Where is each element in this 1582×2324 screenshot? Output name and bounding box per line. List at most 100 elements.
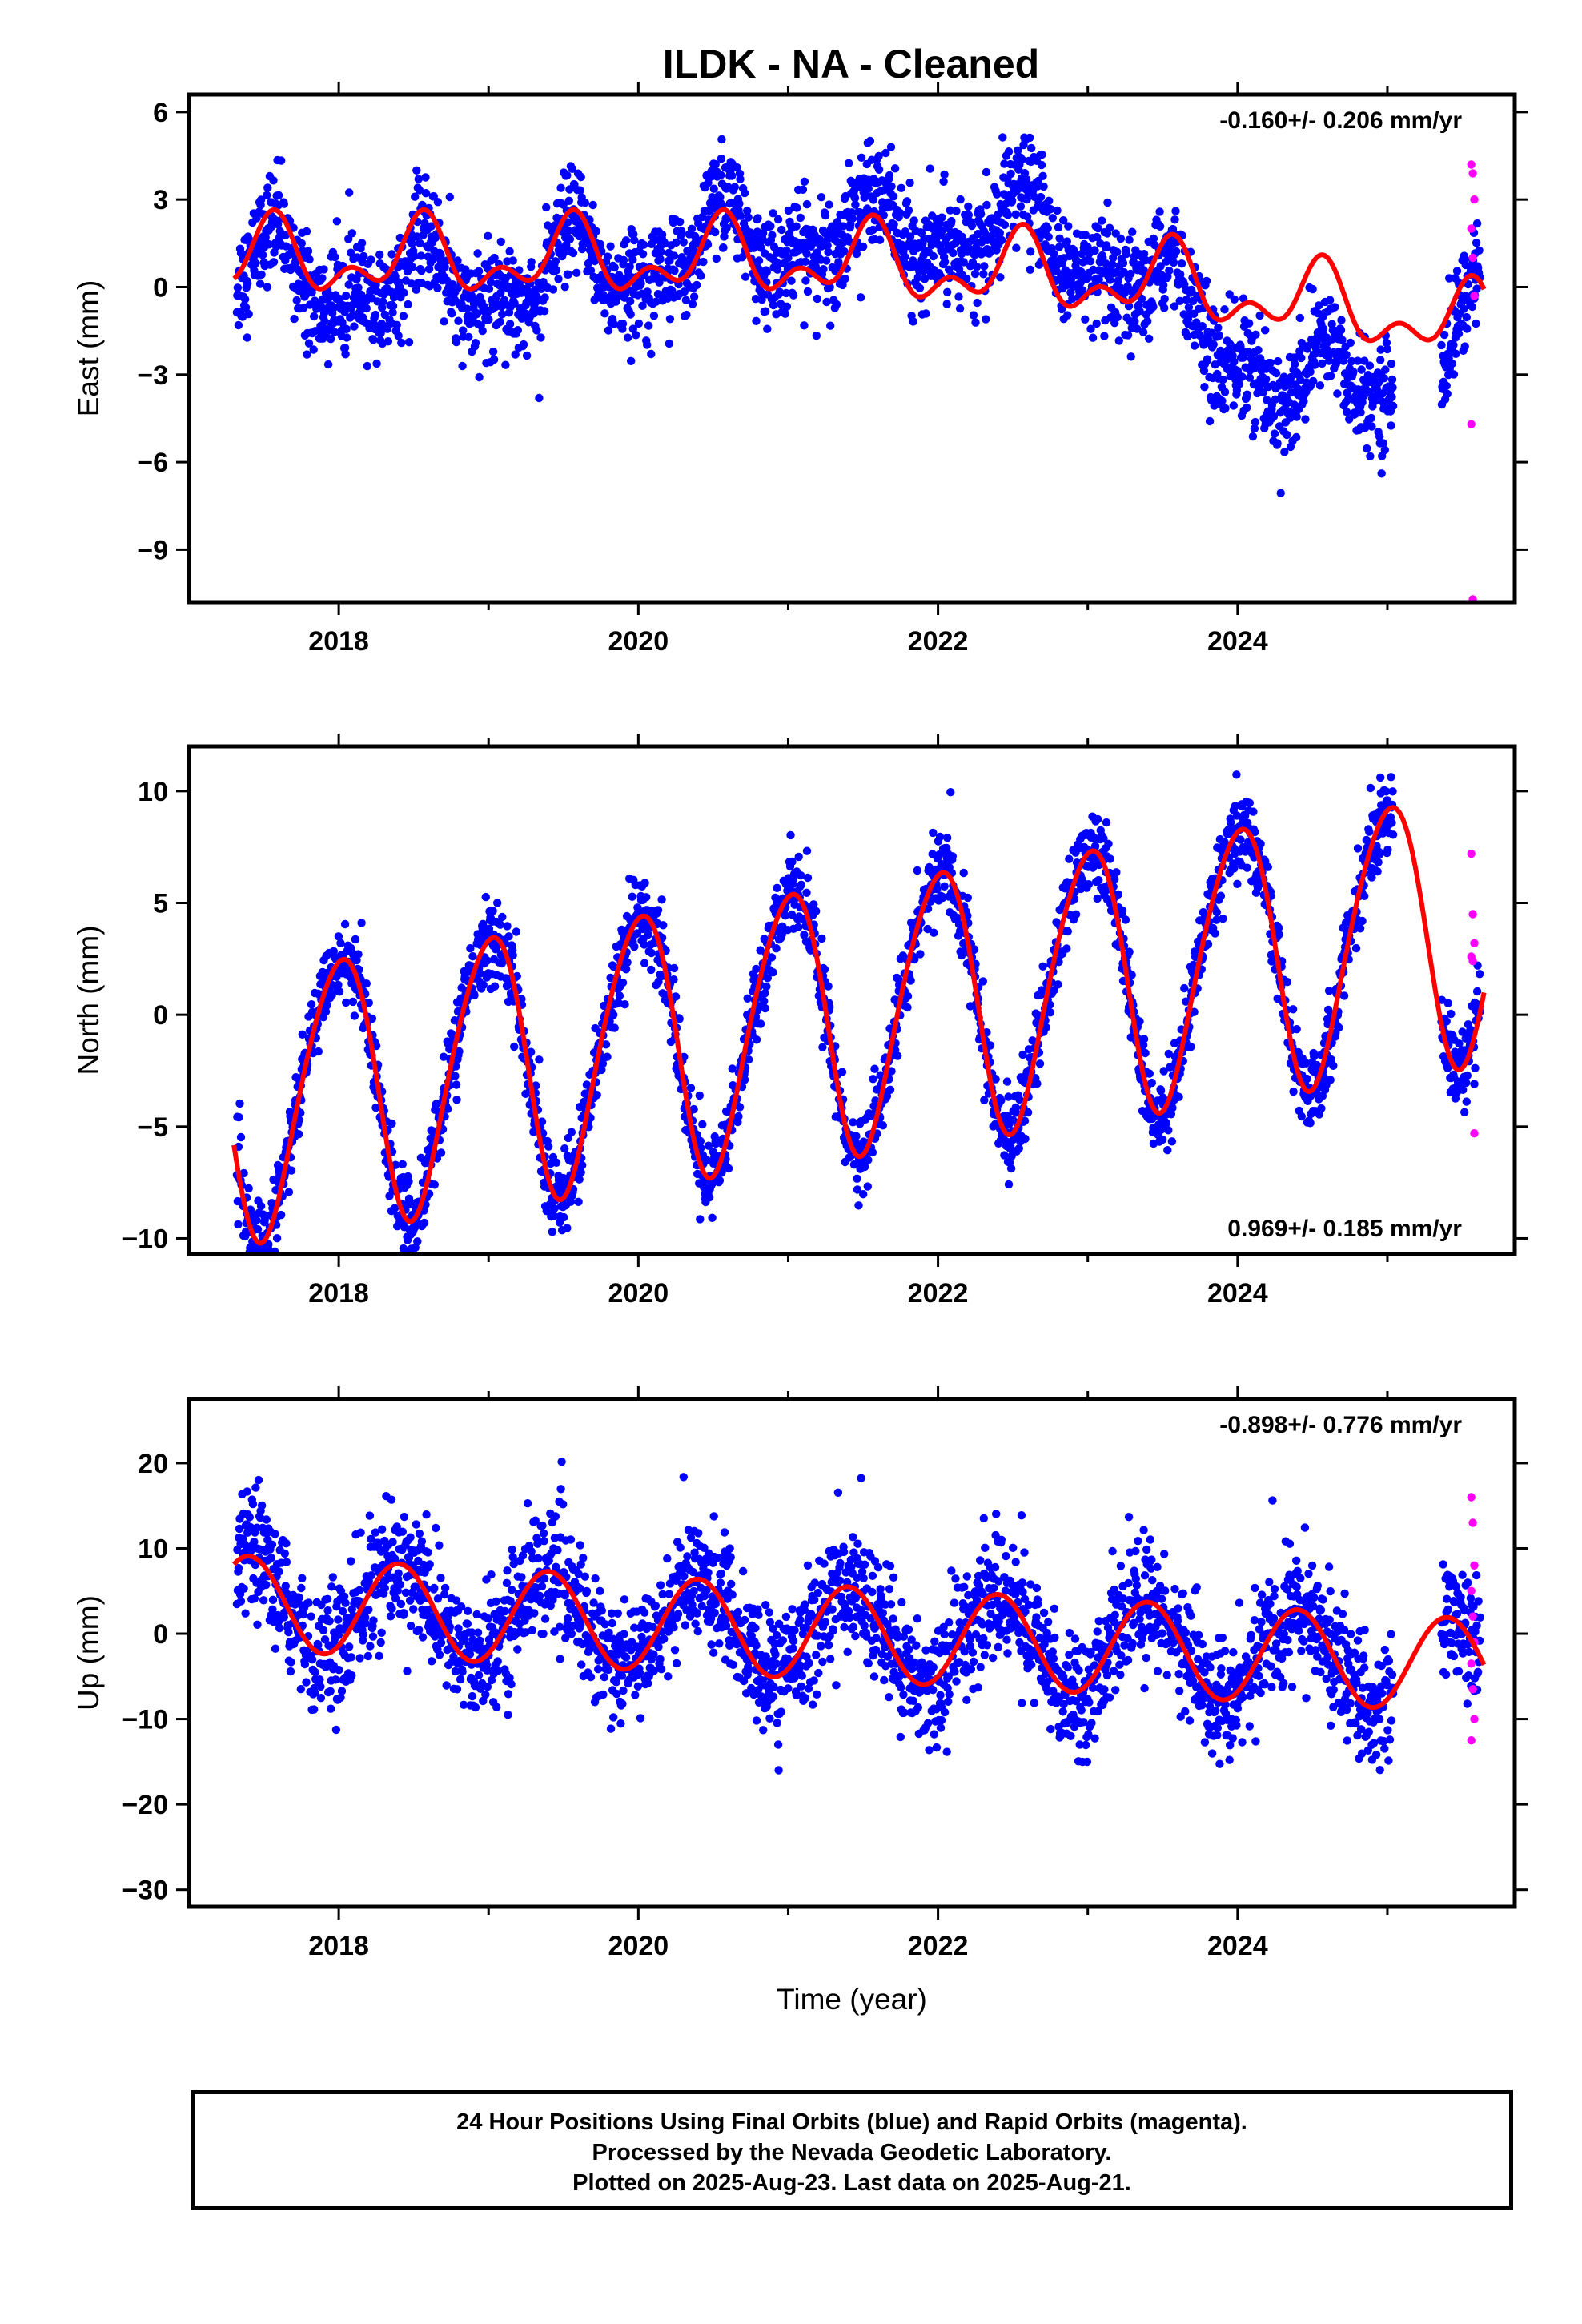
north-final-point <box>504 932 513 941</box>
east-final-point <box>1138 328 1148 336</box>
north-final-point <box>269 1258 277 1266</box>
east-final-point <box>563 171 572 180</box>
east-final-point <box>699 257 708 267</box>
north-final-point <box>560 1212 568 1222</box>
y-tick-label: 6 <box>153 98 168 128</box>
east-final-point <box>484 231 492 240</box>
north-final-point <box>468 952 477 961</box>
east-final-point <box>1452 267 1462 275</box>
east-final-point <box>414 175 423 183</box>
east-final-point <box>939 177 948 186</box>
east-final-point <box>773 259 782 267</box>
north-final-point <box>708 1213 717 1223</box>
east-final-point <box>848 214 857 223</box>
east-final-point <box>269 258 279 267</box>
north-final-point <box>946 788 955 797</box>
east-final-point <box>408 263 417 271</box>
east-final-point <box>1081 231 1090 239</box>
east-final-point <box>856 293 865 302</box>
east-final-point <box>257 270 266 279</box>
east-final-point <box>1270 429 1279 438</box>
east-final-point <box>383 337 393 346</box>
east-final-point <box>1000 220 1010 229</box>
east-final-point <box>1063 311 1072 320</box>
east-final-point <box>1016 202 1026 211</box>
north-final-point <box>490 982 500 991</box>
north-final-point <box>773 883 781 893</box>
east-final-point <box>418 200 427 210</box>
east-final-point <box>1145 334 1154 343</box>
north-final-point <box>451 1072 460 1080</box>
east-final-point <box>909 216 918 225</box>
east-final-point <box>632 331 640 340</box>
east-final-point <box>1094 223 1102 233</box>
east-final-point <box>440 317 448 326</box>
east-final-point <box>609 320 618 328</box>
east-final-point <box>1018 155 1026 164</box>
east-final-point <box>1336 326 1346 335</box>
east-final-point <box>1118 259 1128 267</box>
east-final-point <box>1220 305 1229 314</box>
east-final-point <box>332 217 342 226</box>
north-final-point <box>705 1193 714 1202</box>
east-final-point <box>452 337 461 347</box>
north-final-point <box>1212 907 1222 917</box>
north-final-point <box>767 953 777 962</box>
north-final-point <box>272 1234 282 1243</box>
east-final-point <box>967 221 977 231</box>
east-final-point <box>412 166 421 175</box>
east-final-point <box>838 280 847 290</box>
east-final-point <box>1472 319 1480 328</box>
north-final-point <box>878 1121 888 1130</box>
east-final-point <box>1387 375 1397 384</box>
east-final-point <box>1169 258 1178 267</box>
east-final-point <box>535 393 544 403</box>
east-final-point <box>626 296 635 306</box>
east-final-point <box>823 241 832 250</box>
east-final-point <box>682 310 691 320</box>
east-final-point <box>1273 439 1282 448</box>
east-final-point <box>269 176 278 185</box>
east-final-point <box>309 345 318 354</box>
east-final-point <box>1037 160 1046 170</box>
north-final-point <box>1038 962 1047 971</box>
east-final-point <box>471 339 480 348</box>
east-final-point <box>433 283 442 292</box>
north-final-point <box>715 1176 725 1185</box>
north-final-point <box>735 1103 745 1112</box>
north-final-point <box>452 1080 461 1089</box>
east-final-point <box>1149 302 1158 312</box>
east-final-point <box>634 319 644 328</box>
east-final-point <box>244 309 253 319</box>
east-final-point <box>458 361 467 371</box>
north-final-point <box>695 1091 704 1100</box>
north-final-point <box>1245 798 1255 807</box>
east-final-point <box>874 151 883 161</box>
east-final-point <box>1123 331 1133 340</box>
east-final-point <box>1230 357 1239 366</box>
east-final-point <box>1292 412 1301 421</box>
x-tick-label: 2022 <box>908 626 969 657</box>
north-final-point <box>1121 915 1130 924</box>
east-final-point <box>1205 416 1215 426</box>
east-final-point <box>394 332 403 340</box>
east-final-point <box>656 255 665 263</box>
east-final-point <box>998 235 1006 245</box>
east-final-point <box>1116 234 1126 243</box>
east-final-point <box>427 222 436 231</box>
east-final-point <box>1043 223 1052 233</box>
east-final-point <box>821 256 831 265</box>
east-final-point <box>347 248 355 257</box>
east-final-point <box>773 265 782 274</box>
east-final-point <box>803 287 813 296</box>
east-final-point <box>1468 302 1477 312</box>
north-final-point <box>1062 944 1071 953</box>
east-final-point <box>781 288 791 298</box>
east-final-point <box>623 333 632 342</box>
east-final-point <box>527 258 536 267</box>
north-final-point <box>1180 983 1189 993</box>
east-final-point <box>1376 356 1385 364</box>
east-final-point <box>367 255 375 264</box>
page-title: ILDK - NA - Cleaned <box>663 42 1039 86</box>
east-final-point <box>647 349 656 359</box>
